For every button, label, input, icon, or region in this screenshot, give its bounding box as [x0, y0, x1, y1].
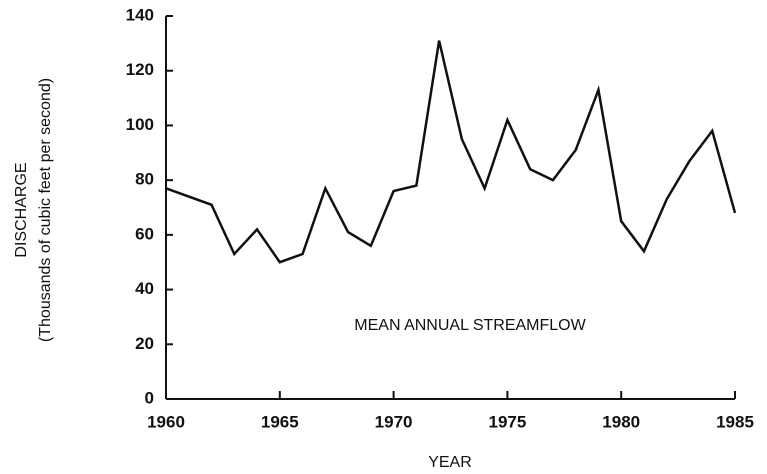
- x-tick-label: 1975: [488, 412, 526, 431]
- y-tick-label: 20: [135, 334, 154, 353]
- y-tick-label: 40: [135, 279, 154, 298]
- y-axis-label: DISCHARGE: [13, 162, 30, 257]
- y-axis-sublabel: (Thousands of cubic feet per second): [37, 78, 54, 342]
- x-tick-label: 1960: [147, 412, 185, 431]
- x-tick-label: 1980: [602, 412, 640, 431]
- y-tick-label: 0: [145, 388, 154, 407]
- x-tick-label: 1970: [375, 412, 413, 431]
- x-tick-label: 1965: [261, 412, 299, 431]
- y-tick-label: 140: [126, 5, 154, 24]
- x-tick-label: 1985: [716, 412, 754, 431]
- y-tick-label: 120: [126, 60, 154, 79]
- annotation: MEAN ANNUAL STREAMFLOW: [354, 317, 586, 334]
- y-tick-label: 80: [135, 170, 154, 189]
- x-axis-label: YEAR: [428, 454, 472, 471]
- y-tick-label: 60: [135, 224, 154, 243]
- data-line: [165, 40, 737, 264]
- y-tick-label: 100: [126, 115, 154, 134]
